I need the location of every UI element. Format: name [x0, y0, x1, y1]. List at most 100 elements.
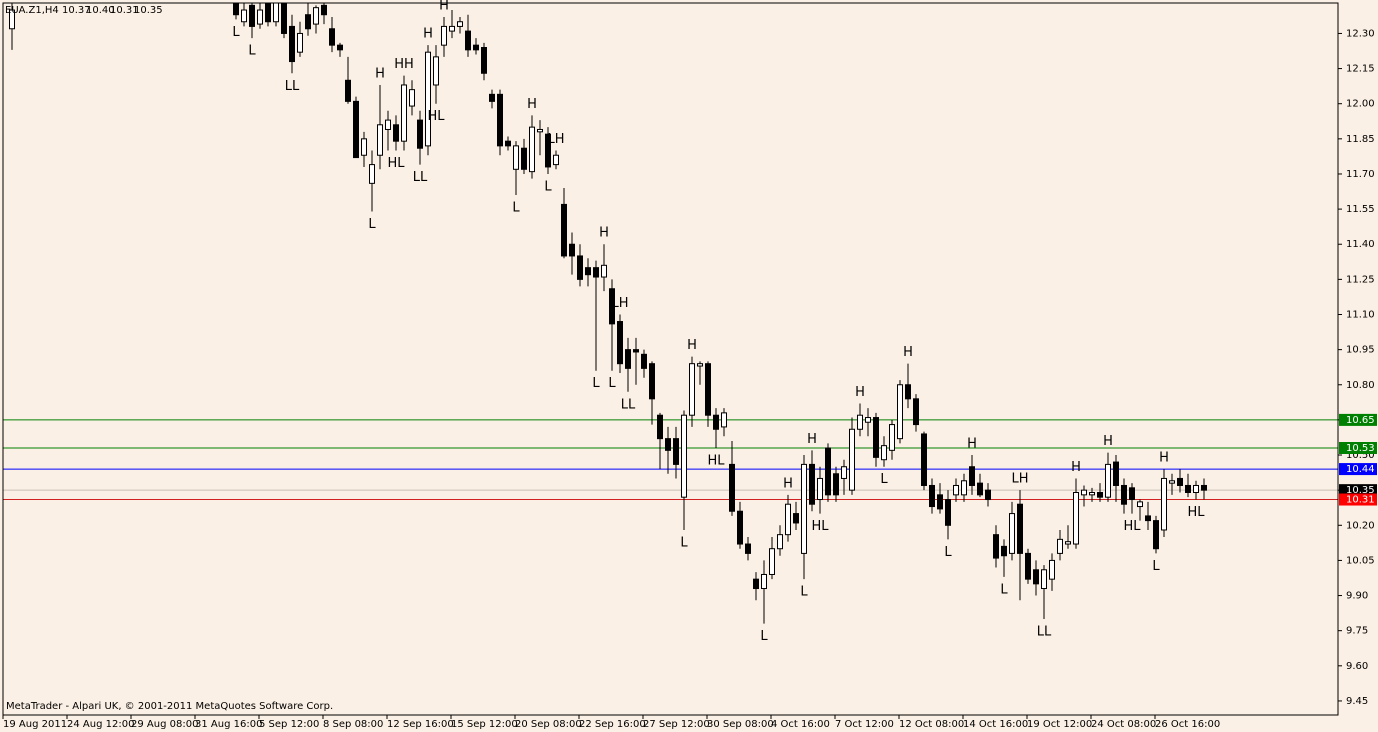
swing-label: L [608, 376, 616, 391]
candle-body [545, 133, 551, 168]
candle-body [673, 438, 679, 465]
candle-body [1033, 569, 1039, 585]
candle-body [1001, 545, 1007, 557]
swing-label: L [880, 472, 888, 487]
candle-body [961, 480, 967, 496]
candle-body [305, 14, 311, 30]
candle-body [417, 119, 423, 149]
y-tick-label: 11.40 [1346, 239, 1375, 250]
candle-body [1041, 569, 1047, 590]
candle-body [289, 25, 295, 63]
candle-body [681, 414, 687, 498]
swing-label: HL [1187, 505, 1205, 520]
candle-body [265, 3, 271, 23]
candle-body [529, 126, 535, 173]
swing-label: LH [611, 296, 628, 311]
candle-body [361, 138, 367, 156]
x-tick-label: 12 Oct 08:00 [899, 719, 964, 730]
candle-body [889, 424, 895, 451]
candle-body [1193, 484, 1199, 494]
swing-label: L [512, 201, 520, 216]
candle-body [313, 7, 319, 25]
x-tick-label: 22 Sep 16:00 [579, 719, 646, 730]
candle-body [329, 28, 335, 46]
x-tick-label: 24 Oct 08:00 [1091, 719, 1156, 730]
swing-label: H [423, 27, 433, 42]
candle-body [297, 32, 303, 53]
candle-body [777, 534, 783, 550]
swing-label: L [680, 535, 688, 550]
candle-body [441, 25, 447, 46]
x-tick-label: 29 Aug 08:00 [131, 719, 198, 730]
swing-label: LL [621, 397, 636, 412]
swing-label: H [527, 97, 537, 112]
level-box [1339, 413, 1377, 426]
x-tick-label: 19 Oct 12:00 [1027, 719, 1092, 730]
candle-body [1137, 501, 1143, 508]
candle-body [1009, 513, 1015, 554]
candle-body [985, 489, 991, 501]
swing-label: LH [1011, 472, 1028, 487]
y-tick-label: 10.80 [1346, 380, 1375, 391]
y-tick-label: 9.75 [1346, 626, 1368, 637]
level-box [1339, 484, 1377, 497]
swing-label: HL [1123, 519, 1141, 534]
candle-body [409, 89, 415, 107]
swing-label: H [439, 0, 449, 14]
candle-body [9, 9, 15, 30]
candle-body [913, 398, 919, 426]
level-label: 10.44 [1346, 464, 1375, 475]
candle-body [337, 44, 343, 51]
swing-label: L [232, 25, 240, 40]
candle-body [905, 384, 911, 400]
candle-body [953, 484, 959, 496]
y-tick-label: 12.00 [1346, 99, 1375, 110]
candle-body [505, 140, 511, 147]
candle-body [353, 100, 359, 159]
candle-body [745, 543, 751, 554]
candle-body [1177, 477, 1183, 486]
swing-label: L [544, 179, 552, 194]
candle-body [233, 3, 239, 16]
y-tick-label: 10.05 [1346, 555, 1375, 566]
y-tick-label: 11.70 [1346, 169, 1375, 180]
candle-body [1161, 477, 1167, 531]
swing-label: HH [394, 57, 414, 72]
swing-label: H [599, 226, 609, 241]
candle-body [401, 84, 407, 142]
candle-body [521, 147, 527, 170]
candle-body [857, 414, 863, 430]
candle-body [553, 154, 559, 166]
footer: MetaTrader - Alpari UK, © 2001-2011 Meta… [6, 701, 333, 712]
level-box [1339, 463, 1377, 476]
swing-label: H [1103, 434, 1113, 449]
symbol: EUA.Z1,H4 [5, 5, 59, 16]
candle-body [465, 30, 471, 51]
plot-frame [2, 2, 1339, 716]
candle-body [769, 548, 775, 575]
swing-label: H [1159, 451, 1169, 466]
candle-body [345, 79, 351, 102]
swing-label: H [687, 338, 697, 353]
candle-body [593, 267, 599, 278]
candle-body [513, 145, 519, 170]
y-tick-label: 12.15 [1346, 64, 1375, 75]
x-tick-label: 30 Sep 08:00 [707, 719, 774, 730]
candle-body [801, 463, 807, 554]
candle-body [481, 47, 487, 74]
y-tick-label: 10.95 [1346, 345, 1375, 356]
candle-body [1201, 484, 1207, 491]
y-tick-label: 9.60 [1346, 661, 1368, 672]
swing-label: HL [707, 454, 725, 469]
candle-body [937, 494, 943, 510]
candle-body [1089, 492, 1095, 496]
x-tick-label: 5 Sep 12:00 [259, 719, 319, 730]
y-tick-label: 12.30 [1346, 28, 1375, 39]
candle-body [569, 243, 575, 257]
candle-body [585, 267, 591, 276]
candle-body [1057, 538, 1063, 554]
candle-body [897, 384, 903, 440]
